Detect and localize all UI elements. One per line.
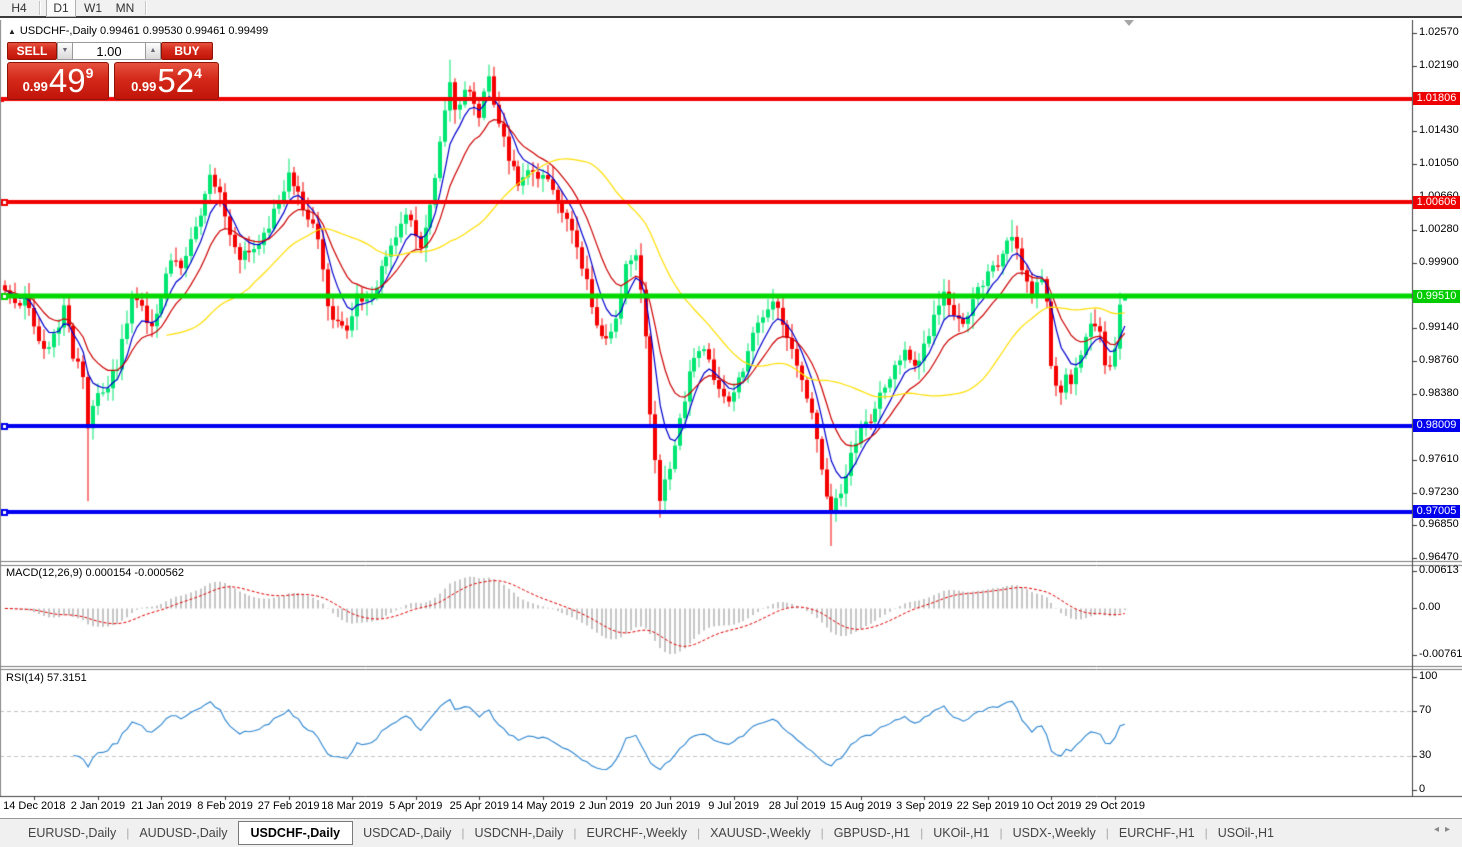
chart-tab-usdchf[interactable]: USDCHF-,Daily bbox=[237, 821, 354, 845]
tab-separator: | bbox=[1105, 826, 1109, 840]
date-axis-label: 2 Jan 2019 bbox=[70, 800, 126, 812]
price-axis-tick: 1.02190 bbox=[1419, 58, 1459, 71]
price-level-badge: 1.01806 bbox=[1413, 92, 1460, 106]
date-axis-label: 10 Oct 2019 bbox=[1021, 800, 1082, 812]
date-axis-label: 14 Dec 2018 bbox=[3, 800, 66, 812]
price-axis-tick: 1.01050 bbox=[1419, 156, 1459, 169]
date-axis-label: 18 Mar 2019 bbox=[321, 800, 384, 812]
sell-button[interactable]: SELL bbox=[7, 42, 57, 60]
chart-tab-gbpusd[interactable]: GBPUSD-,H1 bbox=[833, 826, 911, 840]
tab-separator: | bbox=[126, 826, 130, 840]
one-click-top-row: SELL ▼ ▲ BUY bbox=[7, 42, 219, 60]
buy-price-prefix: 0.99 bbox=[131, 79, 157, 94]
chart-tab-usdcad[interactable]: USDCAD-,Daily bbox=[363, 826, 452, 840]
chart-tab-eurusd[interactable]: EURUSD-,Daily bbox=[28, 826, 117, 840]
volume-increase-button[interactable]: ▲ bbox=[145, 42, 161, 60]
price-level-badge: 0.98009 bbox=[1413, 419, 1460, 433]
date-axis-label: 8 Feb 2019 bbox=[197, 800, 253, 812]
sell-price-prefix: 0.99 bbox=[22, 79, 48, 94]
chart-shift-marker-icon[interactable] bbox=[1124, 20, 1134, 26]
price-axis-tick: 1.00280 bbox=[1419, 223, 1459, 236]
ohlc-header: ▲ USDCHF-,Daily 0.99461 0.99530 0.99461 0… bbox=[8, 25, 268, 37]
chart-tab-ukoil[interactable]: UKOil-,H1 bbox=[933, 826, 990, 840]
timeframe-button-d1[interactable]: D1 bbox=[46, 0, 76, 17]
timeframe-button-mn[interactable]: MN bbox=[115, 1, 135, 15]
timeframe-toolbar: H4 D1 W1 MN bbox=[0, 0, 1462, 18]
buy-price-panel[interactable]: 0.99 52 4 bbox=[114, 62, 219, 100]
price-axis-tick: 0.98380 bbox=[1419, 386, 1459, 399]
tab-separator: | bbox=[696, 826, 701, 840]
rsi-indicator-label: RSI(14) 57.3151 bbox=[6, 672, 87, 684]
rsi-axis-tick: 100 bbox=[1419, 670, 1438, 682]
price-axis-tick: 0.96470 bbox=[1419, 551, 1459, 563]
macd-indicator-label: MACD(12,26,9) 0.000154 -0.000562 bbox=[6, 567, 184, 579]
timeframe-button-h4[interactable]: H4 bbox=[11, 1, 27, 15]
ohlc-text: USDCHF-,Daily 0.99461 0.99530 0.99461 0.… bbox=[19, 25, 269, 37]
date-axis-label: 20 Jun 2019 bbox=[639, 800, 701, 812]
chart-tab-bar: EURUSD-,Daily | AUDUSD-,Daily USDCHF-,Daily… bbox=[0, 818, 1462, 847]
date-axis-label: 25 Apr 2019 bbox=[449, 800, 509, 812]
price-axis-tick: 1.01430 bbox=[1419, 124, 1459, 137]
price-level-badge: 1.00606 bbox=[1413, 195, 1460, 209]
price-level-badge: 0.99510 bbox=[1413, 289, 1460, 303]
price-level-badge: 0.97005 bbox=[1413, 505, 1460, 519]
volume-decrease-button[interactable]: ▼ bbox=[57, 42, 73, 60]
buy-price-sup: 4 bbox=[194, 65, 202, 81]
chart-canvas[interactable] bbox=[0, 20, 1462, 818]
sell-price-sup: 9 bbox=[85, 65, 94, 81]
chart-tab-eurchf[interactable]: EURCHF-,H1 bbox=[1118, 826, 1195, 840]
collapse-triangle-icon[interactable]: ▲ bbox=[8, 27, 16, 36]
buy-button[interactable]: BUY bbox=[161, 42, 213, 60]
date-axis-label: 21 Jan 2019 bbox=[131, 800, 192, 812]
date-axis-label: 2 Jun 2019 bbox=[579, 800, 634, 812]
price-axis-tick: 0.96850 bbox=[1419, 518, 1459, 531]
rsi-axis-tick: 0 bbox=[1419, 783, 1426, 795]
chart-tab-usdx[interactable]: USDX-,Weekly bbox=[1012, 826, 1096, 840]
tab-separator: | bbox=[820, 826, 824, 840]
sell-price-big: 49 bbox=[48, 62, 86, 99]
volume-input[interactable] bbox=[73, 42, 145, 60]
date-axis-label: 22 Sep 2019 bbox=[956, 800, 1020, 812]
date-axis-label: 3 Sep 2019 bbox=[896, 800, 953, 812]
chart-tab-xauusd[interactable]: XAUUSD-,Weekly bbox=[710, 826, 811, 840]
chart-tab-usoil[interactable]: USOil-,H1 bbox=[1217, 826, 1274, 840]
one-click-trading-widget: SELL ▼ ▲ BUY 0.99 49 9 0.99 52 4 bbox=[7, 42, 219, 100]
chart-tab-eurchf[interactable]: EURCHF-,Weekly bbox=[586, 826, 687, 840]
buy-price-big: 52 bbox=[157, 62, 195, 99]
date-axis-label: 5 Apr 2019 bbox=[389, 800, 443, 812]
tab-separator: | bbox=[920, 826, 924, 840]
price-axis-tick: 0.97230 bbox=[1419, 485, 1459, 498]
tab-separator: | bbox=[461, 826, 465, 840]
macd-axis-tick: -0.007612 bbox=[1419, 648, 1462, 660]
date-axis-label: 14 May 2019 bbox=[511, 800, 575, 812]
date-axis-label: 28 Jul 2019 bbox=[768, 800, 826, 812]
price-axis-tick: 1.02570 bbox=[1419, 26, 1459, 38]
tab-separator: | bbox=[573, 826, 577, 840]
rsi-axis-tick: 30 bbox=[1419, 749, 1432, 762]
date-axis-label: 9 Jul 2019 bbox=[708, 800, 759, 812]
date-axis-label: 29 Oct 2019 bbox=[1085, 800, 1145, 812]
chart-tab-usdcnh[interactable]: USDCNH-,Daily bbox=[474, 826, 564, 840]
price-axis-tick: 0.99900 bbox=[1419, 255, 1459, 268]
sell-price-panel[interactable]: 0.99 49 9 bbox=[7, 62, 109, 100]
price-axis-tick: 0.97610 bbox=[1419, 452, 1459, 465]
price-axis-tick: 0.99140 bbox=[1419, 321, 1459, 334]
toolbar-separator bbox=[145, 1, 147, 15]
tab-scroll-arrows[interactable]: ◂▸ bbox=[1433, 824, 1456, 835]
tab-separator: | bbox=[1204, 826, 1208, 840]
timeframe-button-w1[interactable]: W1 bbox=[84, 1, 102, 15]
rsi-axis-tick: 70 bbox=[1419, 703, 1432, 716]
date-axis-label: 15 Aug 2019 bbox=[829, 800, 892, 812]
macd-axis-tick: 0.00613 bbox=[1419, 564, 1459, 576]
toolbar-separator bbox=[39, 1, 41, 15]
price-axis-tick: 0.98760 bbox=[1419, 353, 1459, 366]
chart-tab-audusd[interactable]: AUDUSD-,Daily bbox=[139, 826, 228, 840]
one-click-price-row: 0.99 49 9 0.99 52 4 bbox=[7, 62, 219, 100]
macd-axis-tick: 0.00 bbox=[1419, 601, 1441, 614]
date-axis-label: 27 Feb 2019 bbox=[257, 800, 320, 812]
tab-separator: | bbox=[999, 826, 1003, 840]
